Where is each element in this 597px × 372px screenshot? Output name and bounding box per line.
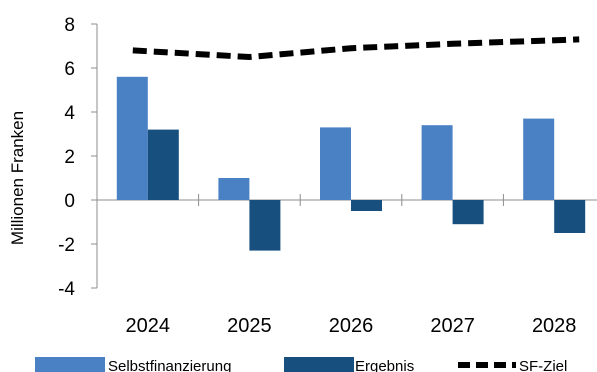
- bars: [116, 76, 586, 251]
- bar-selbstfinanzierung-2027: [421, 125, 453, 200]
- line-sf-ziel: [132, 36, 580, 61]
- legend-label-selbstfinanzierung: Selbstfinanzierung: [108, 358, 231, 372]
- x-tick-label: 2024: [126, 315, 171, 337]
- bar-selbstfinanzierung-2028: [523, 118, 555, 200]
- legend-label-sf-ziel: SF-Ziel: [519, 358, 567, 372]
- y-tick-label: 8: [64, 15, 75, 36]
- legend-swatch-selbstfinanzierung: [35, 357, 105, 372]
- y-tick-label: -4: [58, 279, 75, 300]
- x-tick-label: 2025: [227, 315, 272, 337]
- legend-label-ergebnis: Ergebnis: [355, 358, 414, 372]
- y-tick-label: -2: [58, 235, 75, 256]
- x-tick-label: 2026: [329, 315, 374, 337]
- tick-labels: -4 -2 0 2 4 6 8 2024 2025 2026 2027 2028: [58, 15, 576, 337]
- y-tick-label: 6: [64, 59, 75, 80]
- y-tick-label: 4: [64, 103, 75, 124]
- bar-ergebnis-2026: [351, 200, 382, 211]
- bar-selbstfinanzierung-2026: [320, 127, 351, 200]
- lines: [132, 36, 580, 61]
- x-tick-label: 2028: [532, 315, 577, 337]
- y-tick-label: 2: [64, 147, 75, 168]
- bar-ergebnis-2025: [249, 200, 281, 251]
- legend-swatch-ergebnis: [284, 357, 354, 372]
- legend: Selbstfinanzierung Ergebnis SF-Ziel: [35, 357, 567, 372]
- x-tick-label: 2027: [430, 315, 475, 337]
- y-tick-label: 0: [64, 191, 75, 212]
- bar-selbstfinanzierung-2025: [218, 178, 250, 200]
- bar-ergebnis-2024: [147, 129, 179, 200]
- bar-ergebnis-2028: [554, 200, 586, 233]
- bar-ergebnis-2027: [452, 200, 484, 225]
- y-axis-label: Millionen Franken: [8, 111, 27, 245]
- bar-selbstfinanzierung-2024: [116, 76, 148, 200]
